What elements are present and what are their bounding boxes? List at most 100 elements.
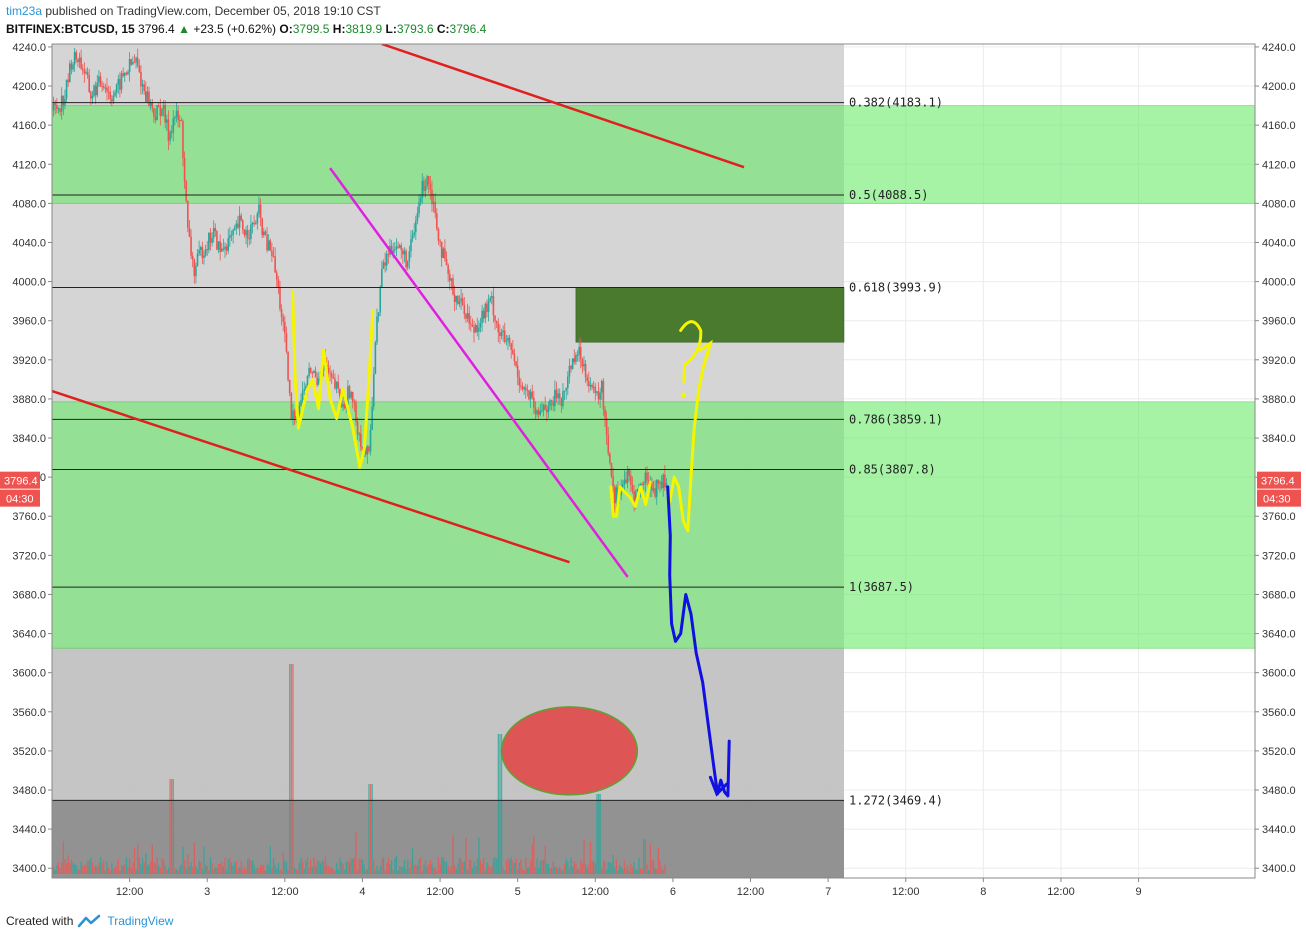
volume-bar [441, 857, 443, 874]
volume-bar [321, 860, 323, 874]
volume-bar [555, 867, 558, 874]
volume-bar [411, 847, 414, 874]
volume-bar [531, 844, 533, 874]
candle-body [469, 323, 472, 325]
volume-bar [644, 839, 647, 874]
candle-body [227, 238, 230, 251]
candle-body [123, 72, 126, 76]
x-tick-label: 12:00 [1047, 886, 1075, 898]
volume-bar [221, 862, 223, 874]
volume-bar [300, 857, 302, 874]
volume-bar [132, 862, 134, 874]
candle-body [630, 475, 632, 485]
candle-body [175, 110, 178, 117]
lower-red-trendline [52, 389, 570, 564]
volume-bar [622, 869, 624, 874]
candle-body [67, 79, 69, 83]
low-value: 3793.6 [396, 22, 434, 36]
candle-body [473, 326, 475, 333]
candle-body [403, 250, 406, 255]
volume-bar [316, 860, 318, 874]
candle-body [447, 264, 449, 274]
candle-body [575, 355, 577, 363]
candle-body [193, 259, 196, 277]
candle-body [229, 235, 231, 239]
candle-body [384, 262, 386, 266]
volume-bar [59, 867, 61, 874]
fib-label-0-618: 0.618(3993.9) [849, 281, 943, 295]
fib-label-0-85: 0.85(3807.8) [849, 463, 936, 477]
candle-body [599, 392, 601, 400]
volume-bar [240, 860, 242, 874]
candle-body [201, 247, 204, 259]
symbol-info: BITFINEX:BTCUSD, 15 3796.4 ▲ +23.5 (+0.6… [6, 22, 486, 36]
candle-body [348, 386, 351, 398]
candle-body [526, 389, 529, 391]
volume-bar [216, 867, 218, 874]
candle-body [59, 108, 61, 112]
candle-body [182, 121, 184, 158]
candle-body [545, 409, 548, 413]
plot-border [51, 43, 1256, 879]
candle-body [560, 398, 563, 406]
candle-body [109, 91, 112, 100]
volume-bar [573, 861, 575, 874]
publish-info: tim23a published on TradingView.com, Dec… [6, 4, 381, 18]
volume-bar [403, 860, 406, 874]
candle-body [508, 337, 511, 344]
candle-body [119, 79, 121, 90]
volume-bar [361, 859, 364, 874]
candle-body [387, 253, 390, 255]
candle-body [398, 245, 401, 248]
candle-body [235, 223, 238, 228]
candle-body [589, 384, 592, 387]
volume-bar [348, 861, 351, 874]
candle-body [471, 324, 474, 327]
volume-bar [263, 864, 265, 874]
volume-bar [358, 858, 360, 874]
volume-bar [56, 865, 58, 874]
candle-body [195, 265, 197, 277]
candle-body [154, 116, 157, 121]
author-link[interactable]: tim23a [6, 4, 43, 18]
candle-body [94, 85, 97, 96]
candle-body [288, 379, 291, 394]
volume-bar [651, 859, 653, 874]
candle-body [654, 488, 656, 497]
x-tick-label: 12:00 [426, 886, 454, 898]
volume-bar [284, 860, 286, 874]
volume-bar [201, 869, 204, 874]
volume-bar [563, 863, 566, 874]
volume-bar [402, 866, 404, 874]
candle-body [542, 404, 545, 411]
volume-bar [91, 862, 94, 874]
candle-body [541, 410, 543, 412]
volume-bar [505, 860, 508, 874]
volume-bar [219, 864, 221, 874]
candle-body [261, 217, 264, 236]
volume-bar [337, 869, 339, 874]
blue-forecast-path [666, 485, 731, 798]
tradingview-brand[interactable]: TradingView [107, 914, 174, 928]
candle-body [452, 278, 454, 295]
candle-body [621, 484, 624, 488]
y-tick-label-right: 4080.0 [1262, 198, 1296, 210]
candle-body [499, 332, 501, 337]
symbol-name[interactable]: BITFINEX:BTCUSD, 15 [6, 22, 135, 36]
volume-bar [662, 870, 664, 874]
volume-bar [512, 860, 514, 874]
volume-bar [497, 734, 499, 874]
lower-green-zone [52, 401, 1255, 649]
volume-bar [373, 860, 375, 874]
volume-bar [171, 779, 173, 874]
candle-body [586, 377, 589, 382]
candle-body [219, 241, 221, 252]
candle-body [115, 84, 118, 93]
candle-body [583, 363, 585, 367]
shade-mid [52, 648, 844, 801]
candle-body [167, 119, 170, 141]
candle-body [605, 418, 608, 436]
volume-bar [572, 866, 574, 874]
volume-bar [140, 864, 142, 874]
